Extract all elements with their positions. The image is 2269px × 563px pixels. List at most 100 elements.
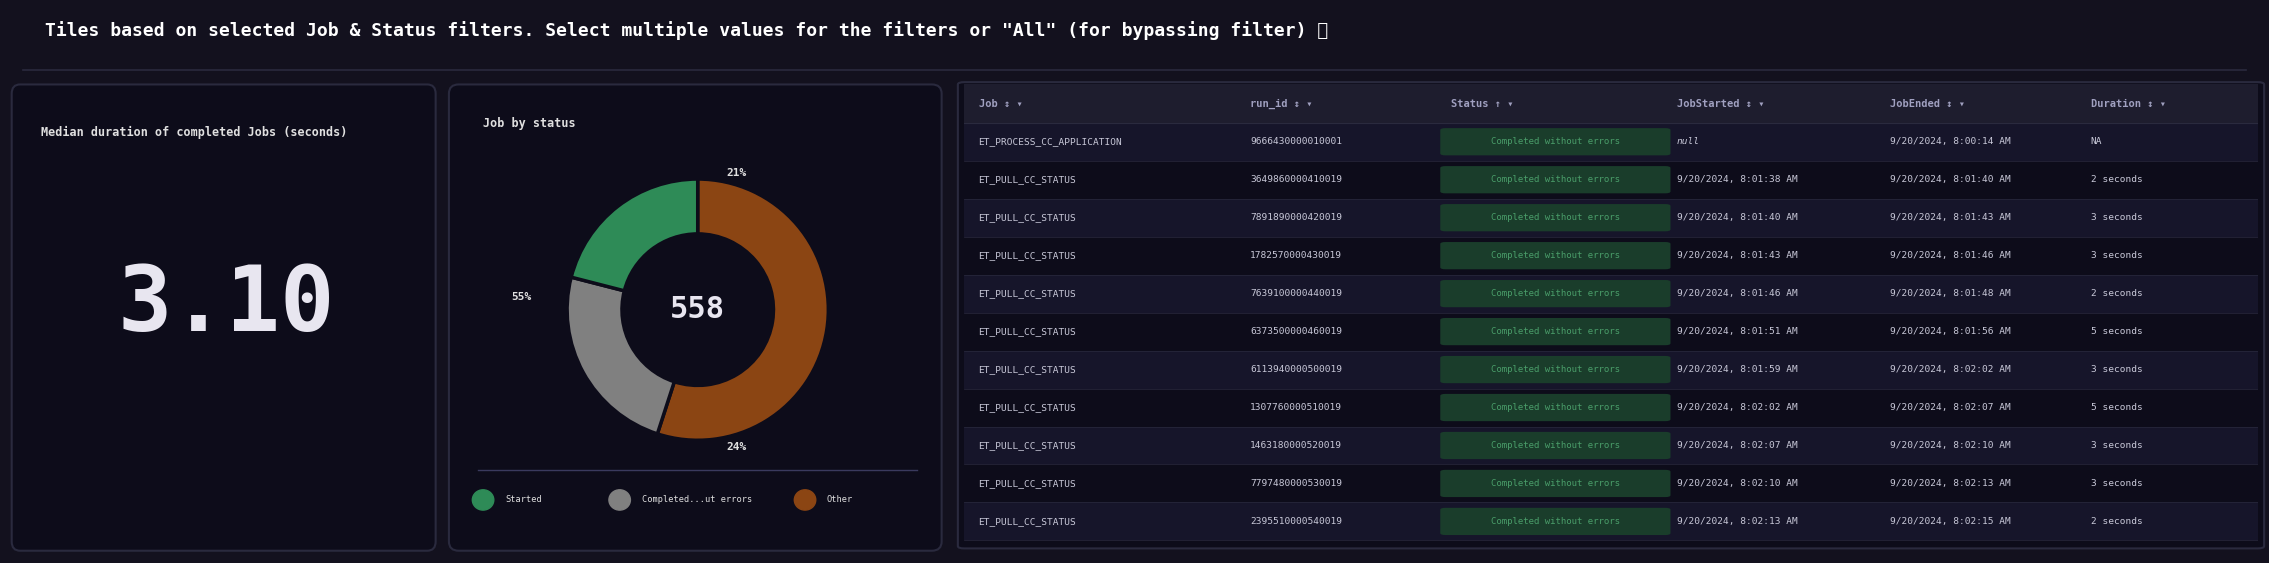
Text: Completed without errors: Completed without errors xyxy=(1491,251,1620,260)
Text: 9/20/2024, 8:01:43 AM: 9/20/2024, 8:01:43 AM xyxy=(1677,251,1797,260)
Text: 6373500000460019: 6373500000460019 xyxy=(1250,327,1343,336)
Text: 9/20/2024, 8:01:40 AM: 9/20/2024, 8:01:40 AM xyxy=(1677,213,1797,222)
Text: 7797480000530019: 7797480000530019 xyxy=(1250,479,1343,488)
Text: Job ↕ ▾: Job ↕ ▾ xyxy=(978,99,1023,109)
Text: Completed without errors: Completed without errors xyxy=(1491,441,1620,450)
Text: ET_PULL_CC_STATUS: ET_PULL_CC_STATUS xyxy=(978,365,1076,374)
Text: Completed without errors: Completed without errors xyxy=(1491,517,1620,526)
Text: 21%: 21% xyxy=(726,168,747,177)
FancyBboxPatch shape xyxy=(1441,128,1670,155)
Text: 2 seconds: 2 seconds xyxy=(2090,517,2142,526)
Text: 3 seconds: 3 seconds xyxy=(2090,365,2142,374)
Text: 2395510000540019: 2395510000540019 xyxy=(1250,517,1343,526)
FancyBboxPatch shape xyxy=(11,84,436,551)
Text: Duration ↕ ▾: Duration ↕ ▾ xyxy=(2090,99,2167,109)
Text: Job by status: Job by status xyxy=(483,117,576,129)
FancyBboxPatch shape xyxy=(964,275,2258,312)
Text: ET_PULL_CC_STATUS: ET_PULL_CC_STATUS xyxy=(978,289,1076,298)
Text: 9/20/2024, 8:01:43 AM: 9/20/2024, 8:01:43 AM xyxy=(1890,213,2010,222)
Text: 9/20/2024, 8:02:07 AM: 9/20/2024, 8:02:07 AM xyxy=(1677,441,1797,450)
Text: 9/20/2024, 8:01:51 AM: 9/20/2024, 8:01:51 AM xyxy=(1677,327,1797,336)
FancyBboxPatch shape xyxy=(449,84,942,551)
Text: 2 seconds: 2 seconds xyxy=(2090,289,2142,298)
Text: 7639100000440019: 7639100000440019 xyxy=(1250,289,1343,298)
Text: 24%: 24% xyxy=(726,442,747,452)
Text: 9/20/2024, 8:02:10 AM: 9/20/2024, 8:02:10 AM xyxy=(1677,479,1797,488)
Text: Median duration of completed Jobs (seconds): Median duration of completed Jobs (secon… xyxy=(41,126,347,139)
Text: 9/20/2024, 8:02:02 AM: 9/20/2024, 8:02:02 AM xyxy=(1677,403,1797,412)
Text: ET_PULL_CC_STATUS: ET_PULL_CC_STATUS xyxy=(978,213,1076,222)
Text: ET_PULL_CC_STATUS: ET_PULL_CC_STATUS xyxy=(978,517,1076,526)
Circle shape xyxy=(608,490,631,510)
Text: 9/20/2024, 8:02:10 AM: 9/20/2024, 8:02:10 AM xyxy=(1890,441,2010,450)
FancyBboxPatch shape xyxy=(964,388,2258,427)
FancyBboxPatch shape xyxy=(964,312,2258,351)
FancyBboxPatch shape xyxy=(964,236,2258,275)
FancyBboxPatch shape xyxy=(964,427,2258,464)
FancyBboxPatch shape xyxy=(1441,394,1670,421)
FancyBboxPatch shape xyxy=(1441,280,1670,307)
FancyBboxPatch shape xyxy=(964,160,2258,199)
Text: 1782570000430019: 1782570000430019 xyxy=(1250,251,1343,260)
FancyBboxPatch shape xyxy=(1441,432,1670,459)
Wedge shape xyxy=(658,179,828,440)
Text: 1463180000520019: 1463180000520019 xyxy=(1250,441,1343,450)
Text: Tiles based on selected Job & Status filters. Select multiple values for the fil: Tiles based on selected Job & Status fil… xyxy=(45,21,1330,40)
Text: ET_PULL_CC_STATUS: ET_PULL_CC_STATUS xyxy=(978,441,1076,450)
Text: Completed without errors: Completed without errors xyxy=(1491,175,1620,184)
Text: 2 seconds: 2 seconds xyxy=(2090,175,2142,184)
Text: Other: Other xyxy=(826,495,853,504)
Wedge shape xyxy=(572,179,699,291)
FancyBboxPatch shape xyxy=(964,502,2258,540)
Text: 9/20/2024, 8:02:13 AM: 9/20/2024, 8:02:13 AM xyxy=(1677,517,1797,526)
Text: 9/20/2024, 8:01:46 AM: 9/20/2024, 8:01:46 AM xyxy=(1677,289,1797,298)
Text: 5 seconds: 5 seconds xyxy=(2090,327,2142,336)
Text: ET_PULL_CC_STATUS: ET_PULL_CC_STATUS xyxy=(978,251,1076,260)
Text: 558: 558 xyxy=(669,295,726,324)
Text: 3649860000410019: 3649860000410019 xyxy=(1250,175,1343,184)
FancyBboxPatch shape xyxy=(964,351,2258,388)
FancyBboxPatch shape xyxy=(958,82,2264,548)
Text: 3 seconds: 3 seconds xyxy=(2090,479,2142,488)
Text: Completed without errors: Completed without errors xyxy=(1491,365,1620,374)
Text: 9/20/2024, 8:01:59 AM: 9/20/2024, 8:01:59 AM xyxy=(1677,365,1797,374)
FancyBboxPatch shape xyxy=(964,123,2258,160)
Text: 9/20/2024, 8:01:38 AM: 9/20/2024, 8:01:38 AM xyxy=(1677,175,1797,184)
Text: ET_PULL_CC_STATUS: ET_PULL_CC_STATUS xyxy=(978,175,1076,184)
Wedge shape xyxy=(567,277,674,434)
FancyBboxPatch shape xyxy=(1441,242,1670,269)
Text: 9/20/2024, 8:01:56 AM: 9/20/2024, 8:01:56 AM xyxy=(1890,327,2010,336)
Text: JobEnded ↕ ▾: JobEnded ↕ ▾ xyxy=(1890,99,1965,109)
Circle shape xyxy=(472,490,495,510)
FancyBboxPatch shape xyxy=(1441,470,1670,497)
Text: 6113940000500019: 6113940000500019 xyxy=(1250,365,1343,374)
Text: 9/20/2024, 8:02:13 AM: 9/20/2024, 8:02:13 AM xyxy=(1890,479,2010,488)
FancyBboxPatch shape xyxy=(964,464,2258,502)
FancyBboxPatch shape xyxy=(1441,508,1670,535)
Text: Completed without errors: Completed without errors xyxy=(1491,479,1620,488)
Text: ET_PULL_CC_STATUS: ET_PULL_CC_STATUS xyxy=(978,403,1076,412)
Text: 9/20/2024, 8:02:15 AM: 9/20/2024, 8:02:15 AM xyxy=(1890,517,2010,526)
FancyBboxPatch shape xyxy=(1441,204,1670,231)
Text: 9666430000010001: 9666430000010001 xyxy=(1250,137,1343,146)
Text: 5 seconds: 5 seconds xyxy=(2090,403,2142,412)
Text: 3 seconds: 3 seconds xyxy=(2090,213,2142,222)
FancyBboxPatch shape xyxy=(1441,166,1670,193)
Text: 1307760000510019: 1307760000510019 xyxy=(1250,403,1343,412)
FancyBboxPatch shape xyxy=(1441,356,1670,383)
Text: ET_PULL_CC_STATUS: ET_PULL_CC_STATUS xyxy=(978,327,1076,336)
Text: 9/20/2024, 8:02:07 AM: 9/20/2024, 8:02:07 AM xyxy=(1890,403,2010,412)
Text: NA: NA xyxy=(2090,137,2103,146)
Text: 9/20/2024, 8:01:48 AM: 9/20/2024, 8:01:48 AM xyxy=(1890,289,2010,298)
Text: 9/20/2024, 8:00:14 AM: 9/20/2024, 8:00:14 AM xyxy=(1890,137,2010,146)
Text: 9/20/2024, 8:01:46 AM: 9/20/2024, 8:01:46 AM xyxy=(1890,251,2010,260)
Text: Completed without errors: Completed without errors xyxy=(1491,327,1620,336)
Text: 7891890000420019: 7891890000420019 xyxy=(1250,213,1343,222)
Text: Completed without errors: Completed without errors xyxy=(1491,289,1620,298)
Text: ET_PROCESS_CC_APPLICATION: ET_PROCESS_CC_APPLICATION xyxy=(978,137,1123,146)
Text: 55%: 55% xyxy=(511,292,531,302)
Text: ET_PULL_CC_STATUS: ET_PULL_CC_STATUS xyxy=(978,479,1076,488)
Text: 9/20/2024, 8:02:02 AM: 9/20/2024, 8:02:02 AM xyxy=(1890,365,2010,374)
Text: Completed without errors: Completed without errors xyxy=(1491,213,1620,222)
Text: 9/20/2024, 8:01:40 AM: 9/20/2024, 8:01:40 AM xyxy=(1890,175,2010,184)
